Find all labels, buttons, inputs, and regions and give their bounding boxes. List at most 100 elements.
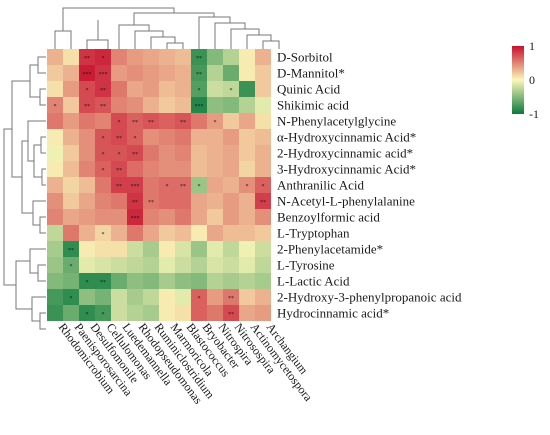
- legend-tick-min: -1: [529, 107, 539, 121]
- heatmap-cell: [255, 81, 271, 97]
- heatmap-cell: [191, 161, 207, 177]
- row-dendrogram: [3, 56, 46, 330]
- heatmap-cell: [223, 161, 239, 177]
- heatmap-cell: [143, 161, 159, 177]
- heatmap-cell: [159, 161, 175, 177]
- significance-mark: ***: [99, 72, 108, 78]
- significance-mark: ***: [131, 184, 140, 190]
- heatmap-cell: [223, 65, 239, 81]
- heatmap-cell: [47, 289, 63, 305]
- heatmap-cell: [143, 113, 159, 129]
- heatmap-cell: [207, 81, 223, 97]
- heatmap-cell: [143, 129, 159, 145]
- heatmap-cell: [175, 81, 191, 97]
- column-labels: RhodomicrobiumPaenisporosarcinaDesulfomo…: [56, 320, 316, 406]
- heatmap-cell: [159, 97, 175, 113]
- row-label: Shikimic acid: [277, 98, 349, 113]
- heatmap-cell: [143, 65, 159, 81]
- heatmap-cell: [63, 65, 79, 81]
- heatmap-cell: [191, 97, 207, 113]
- heatmap-cell: [79, 225, 95, 241]
- heatmap-cell: [143, 241, 159, 257]
- heatmap-cell: [191, 129, 207, 145]
- heatmap-cell: [175, 193, 191, 209]
- heatmap-cell: [127, 257, 143, 273]
- heatmap-cell: [127, 289, 143, 305]
- heatmap-cell: [95, 65, 111, 81]
- heatmap-cell: [63, 305, 79, 321]
- heatmap-cell: [239, 65, 255, 81]
- heatmap-cell: [223, 49, 239, 65]
- heatmap-cell: [223, 193, 239, 209]
- heatmap-cell: [175, 289, 191, 305]
- heatmap-cell: [159, 177, 175, 193]
- significance-mark: *: [54, 104, 57, 110]
- heatmap-cell: [127, 225, 143, 241]
- row-label: L-Lactic Acid: [277, 274, 350, 289]
- heatmap-cell: [111, 209, 127, 225]
- heatmap-cell: [191, 305, 207, 321]
- heatmap-cell: [223, 273, 239, 289]
- significance-mark: *: [118, 152, 121, 158]
- significance-mark: *: [102, 232, 105, 238]
- heatmap-cell: [47, 113, 63, 129]
- row-label: L-Tryptophan: [277, 226, 350, 241]
- heatmap-cell: [239, 209, 255, 225]
- significance-mark: **: [68, 248, 74, 254]
- row-label: α-Hydroxycinnamic Acid*: [277, 130, 416, 145]
- heatmap-cell: [175, 113, 191, 129]
- heatmap-cell: [239, 145, 255, 161]
- row-label: 2-Hydroxy-3-phenylpropanoic acid: [277, 290, 462, 305]
- heatmap-cell: [95, 241, 111, 257]
- heatmap-cell: [175, 209, 191, 225]
- heatmap-cell: [127, 193, 143, 209]
- heatmap-cell: [143, 273, 159, 289]
- heatmap-cell: [223, 81, 239, 97]
- heatmap-cell: [63, 209, 79, 225]
- significance-mark: **: [84, 56, 90, 62]
- heatmap-cell: [255, 97, 271, 113]
- heatmap-cell: [191, 65, 207, 81]
- heatmap-cell: [223, 97, 239, 113]
- heatmap-cell: [239, 177, 255, 193]
- heatmap-cell: [191, 209, 207, 225]
- heatmap-cell: [159, 145, 175, 161]
- heatmap-cell: [127, 209, 143, 225]
- heatmap-cell: [159, 129, 175, 145]
- heatmap-cell: [111, 97, 127, 113]
- heatmap-cell: [207, 97, 223, 113]
- heatmap-cell: [255, 49, 271, 65]
- heatmap-cell: [159, 193, 175, 209]
- significance-mark: *: [262, 184, 265, 190]
- heatmap-cell: [95, 193, 111, 209]
- heatmap-cell: [143, 145, 159, 161]
- heatmap-cell: [175, 257, 191, 273]
- heatmap-cell: [239, 241, 255, 257]
- heatmap-cell: [255, 113, 271, 129]
- heatmap-cell: [111, 305, 127, 321]
- heatmap-cell: [79, 49, 95, 65]
- heatmap-cell: [191, 241, 207, 257]
- heatmap-cell: [239, 161, 255, 177]
- heatmap-cell: [255, 161, 271, 177]
- heatmap-cell: [47, 225, 63, 241]
- heatmap-cell: [255, 225, 271, 241]
- significance-mark: **: [148, 120, 154, 126]
- heatmap-cell: [47, 65, 63, 81]
- heatmap-cell: [143, 305, 159, 321]
- heatmap-cell: [95, 257, 111, 273]
- heatmap-cell: [95, 113, 111, 129]
- heatmap-cell: [79, 305, 95, 321]
- heatmap-cell: [79, 289, 95, 305]
- significance-mark: **: [228, 296, 234, 302]
- heatmap-cell: [47, 81, 63, 97]
- heatmap-cell: [127, 65, 143, 81]
- significance-mark: *: [198, 184, 201, 190]
- heatmap-cell: [111, 65, 127, 81]
- significance-mark: **: [196, 72, 202, 78]
- heatmap-cell: [111, 273, 127, 289]
- heatmap-cell: [127, 145, 143, 161]
- heatmap-cell: [255, 273, 271, 289]
- heatmap-cell: [95, 305, 111, 321]
